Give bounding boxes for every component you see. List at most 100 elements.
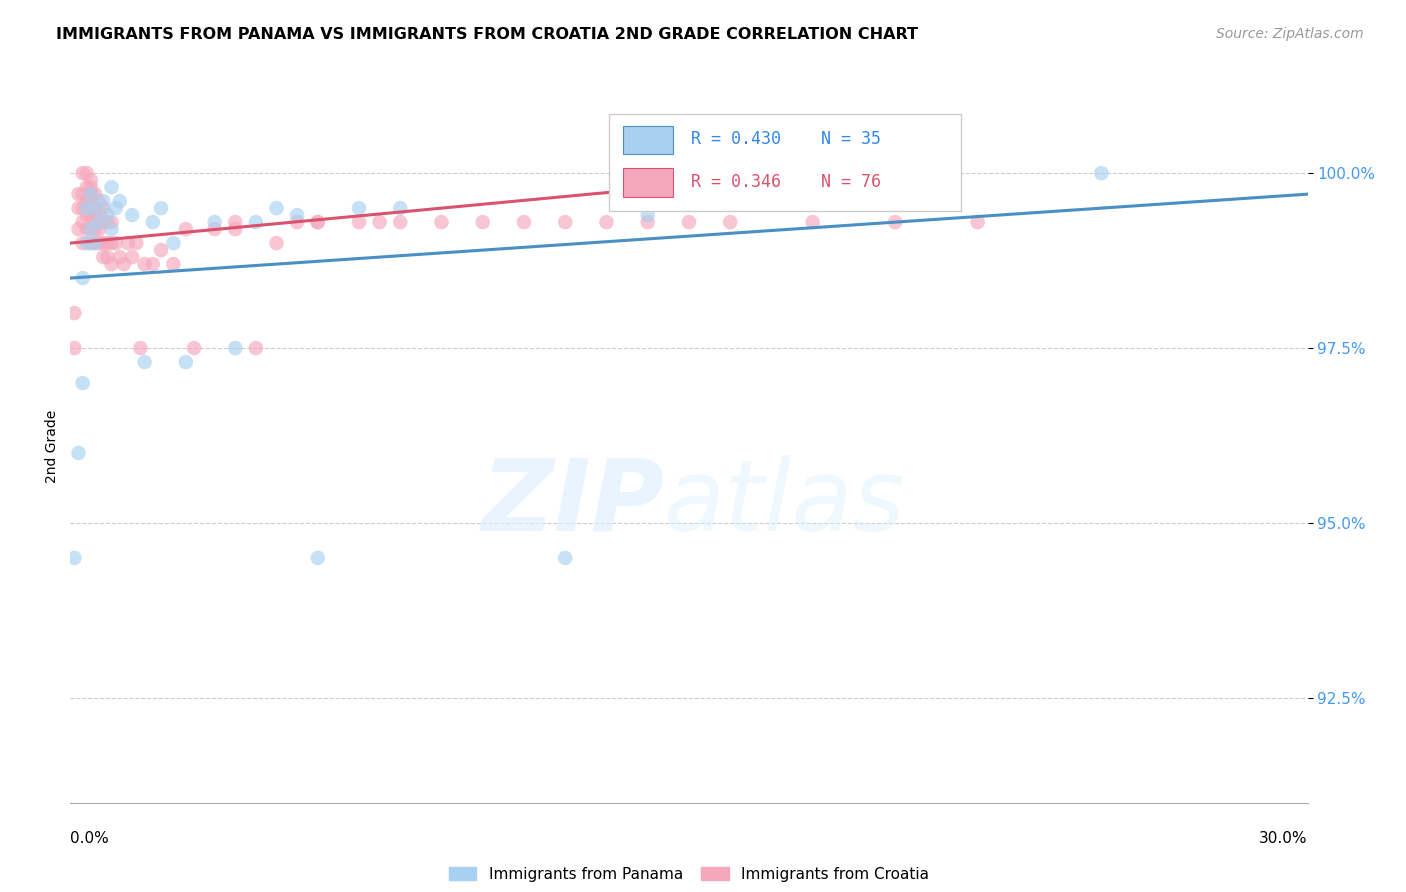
Point [91, 250, 114, 264]
Point [266, 236, 288, 251]
Point [80, 173, 103, 187]
Point [76, 201, 98, 215]
Point [80, 180, 103, 194]
Point [76, 180, 98, 194]
Point [96, 215, 118, 229]
Point [100, 236, 122, 251]
Point [76, 236, 98, 251]
Point [72, 215, 94, 229]
Point [80, 222, 103, 236]
Point [72, 166, 94, 180]
Point [96, 208, 118, 222]
Point [100, 180, 122, 194]
Point [307, 215, 329, 229]
Point [104, 201, 127, 215]
Point [100, 257, 122, 271]
Point [76, 166, 98, 180]
Point [884, 215, 907, 229]
Text: 0.0%: 0.0% [70, 830, 110, 846]
Point [89, 236, 111, 251]
Point [224, 341, 246, 355]
Point [678, 215, 700, 229]
Point [554, 550, 576, 565]
Point [67, 187, 90, 202]
Text: atlas: atlas [664, 455, 905, 551]
Point [1090, 166, 1112, 180]
Point [76, 194, 98, 208]
Point [91, 215, 114, 229]
Point [89, 208, 111, 222]
Point [96, 250, 118, 264]
Point [121, 250, 143, 264]
Point [89, 194, 111, 208]
Point [174, 355, 197, 369]
Point [718, 215, 741, 229]
Point [204, 222, 226, 236]
Y-axis label: 2nd Grade: 2nd Grade [45, 409, 59, 483]
Point [285, 215, 308, 229]
Point [142, 215, 165, 229]
Point [63, 341, 86, 355]
Point [84, 201, 107, 215]
Point [67, 222, 90, 236]
Text: R = 0.430    N = 35: R = 0.430 N = 35 [692, 130, 882, 148]
Point [142, 257, 165, 271]
Point [72, 201, 94, 215]
Point [76, 208, 98, 222]
Point [89, 222, 111, 236]
Point [884, 194, 907, 208]
Point [174, 222, 197, 236]
Point [84, 236, 107, 251]
Bar [623, 126, 673, 154]
FancyBboxPatch shape [609, 114, 962, 211]
Point [80, 187, 103, 202]
Point [347, 201, 370, 215]
Point [91, 194, 114, 208]
Point [108, 194, 131, 208]
Text: 30.0%: 30.0% [1260, 830, 1308, 846]
Point [67, 201, 90, 215]
Point [162, 257, 184, 271]
Point [72, 271, 94, 285]
Point [100, 215, 122, 229]
Point [76, 222, 98, 236]
Point [183, 341, 205, 355]
Point [389, 201, 412, 215]
Point [89, 215, 111, 229]
Point [204, 215, 226, 229]
Point [637, 215, 659, 229]
Point [84, 222, 107, 236]
Point [389, 215, 412, 229]
Point [84, 208, 107, 222]
Point [67, 446, 90, 460]
Point [224, 222, 246, 236]
Point [72, 187, 94, 202]
Point [801, 215, 824, 229]
Point [150, 243, 173, 257]
Point [307, 550, 329, 565]
Point [224, 215, 246, 229]
Bar [623, 169, 673, 197]
Point [285, 208, 308, 222]
Point [72, 236, 94, 251]
Point [266, 201, 288, 215]
Point [72, 376, 94, 390]
Text: IMMIGRANTS FROM PANAMA VS IMMIGRANTS FROM CROATIA 2ND GRADE CORRELATION CHART: IMMIGRANTS FROM PANAMA VS IMMIGRANTS FRO… [56, 27, 918, 42]
Point [554, 215, 576, 229]
Point [129, 341, 152, 355]
Point [162, 236, 184, 251]
Point [84, 201, 107, 215]
Legend: Immigrants from Panama, Immigrants from Croatia: Immigrants from Panama, Immigrants from … [443, 861, 935, 888]
Point [134, 257, 156, 271]
Point [100, 222, 122, 236]
Point [307, 215, 329, 229]
Point [112, 257, 135, 271]
Point [471, 215, 494, 229]
Point [91, 201, 114, 215]
Point [80, 236, 103, 251]
Point [80, 208, 103, 222]
Point [80, 187, 103, 202]
Point [368, 215, 391, 229]
Point [513, 215, 536, 229]
Point [117, 236, 139, 251]
